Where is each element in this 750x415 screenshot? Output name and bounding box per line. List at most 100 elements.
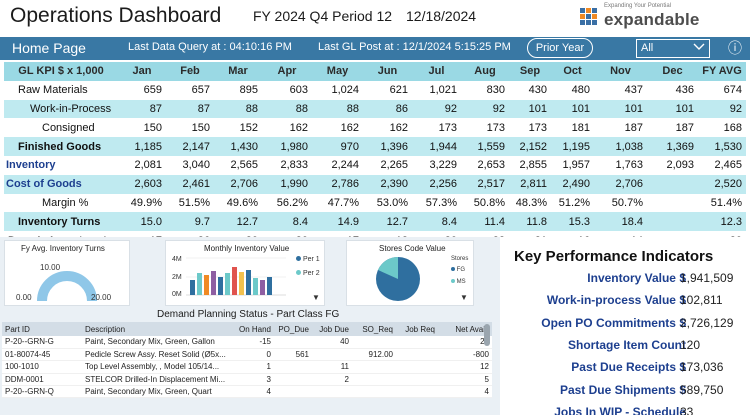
- demand-column-header[interactable]: Job Due: [312, 322, 352, 336]
- demand-cell: Top Level Assembly, , Model 105/14...: [82, 360, 232, 374]
- kpi-cell: 3,040: [182, 159, 210, 172]
- kpi-row-label: Inventory: [6, 159, 56, 172]
- kpi-item-label: Jobs In WIP - Schedule: [554, 405, 686, 415]
- kpi-cell: 1,980: [262, 137, 312, 156]
- demand-column-header[interactable]: SO_Req: [352, 322, 396, 336]
- demand-cell: 12: [438, 360, 492, 374]
- info-icon[interactable]: ⓘ: [728, 40, 742, 56]
- demand-cell: 3: [232, 373, 274, 387]
- kpi-row: Cost of Goods 2,603 2,461 2,706 1,990 2,786 2,…: [4, 174, 746, 194]
- kpi-cell: 1,038: [594, 137, 647, 156]
- y-tick-2m: 2M: [172, 274, 182, 281]
- inventory-turns-gauge-card: Fy Avg. Inventory Turns 10.00 NaN 0.00 2…: [4, 240, 130, 306]
- kpi-panel-title: Key Performance Indicators: [514, 248, 714, 265]
- demand-cell: [352, 385, 396, 399]
- kpi-cell: 168: [723, 121, 742, 134]
- monthly-inventory-chart-card: Monthly Inventory Value 4M 2M 0M Per 1 P…: [165, 240, 325, 306]
- kpi-cell: 11.8: [509, 212, 551, 232]
- gl-kpi-table: GL KPI $ x 1,000 Jan Feb Mar Apr May Jun Jul Aug…: [4, 62, 746, 250]
- kpi-cell: 1,559: [461, 137, 509, 156]
- kpi-cell: 2,706: [214, 174, 262, 194]
- stores-scroll-down-icon[interactable]: ▼: [460, 293, 468, 302]
- kpi-cell: 86: [363, 99, 412, 119]
- table-row[interactable]: 100-1010 Top Level Assembly, , Model 105/…: [2, 360, 492, 374]
- kpi-cell: 1,024: [331, 84, 359, 97]
- kpi-item[interactable]: Open PO Commitments $2,726,129: [500, 314, 750, 334]
- kpi-cell: 480: [571, 84, 590, 97]
- demand-column-header[interactable]: Net Avail.: [438, 322, 492, 336]
- home-page-link[interactable]: Home Page: [12, 40, 86, 56]
- demand-cell: [312, 348, 352, 362]
- kpi-row-label: Raw Materials: [18, 84, 88, 97]
- kpi-column-header: Mar: [214, 62, 262, 81]
- kpi-cell: 1,957: [562, 159, 590, 172]
- kpi-cell: 2,465: [714, 159, 742, 172]
- prior-year-button[interactable]: Prior Year: [527, 38, 593, 58]
- kpi-cell: 1,530: [698, 137, 746, 156]
- demand-column-header[interactable]: PO_Due: [274, 322, 312, 336]
- demand-column-header[interactable]: Part ID: [2, 322, 82, 336]
- kpi-cell: 173: [486, 121, 505, 134]
- kpi-cell: 49.6%: [226, 196, 258, 209]
- demand-column-header[interactable]: Job Req: [396, 322, 438, 336]
- kpi-cell: 3,229: [429, 159, 457, 172]
- last-data-query: Last Data Query at : 04:10:16 PM: [128, 41, 292, 53]
- fiscal-period: FY 2024 Q4 Period 12: [253, 8, 393, 24]
- kpi-item[interactable]: Past Due Shipments $589,750: [500, 381, 750, 401]
- demand-column-header[interactable]: Description: [82, 322, 232, 336]
- demand-cell: [312, 385, 352, 399]
- gauge-min: 0.00: [16, 293, 32, 302]
- kpi-cell: 2,603: [118, 174, 166, 194]
- kpi-column-header: Dec: [647, 62, 698, 81]
- demand-column-header[interactable]: On Hand: [232, 322, 274, 336]
- kpi-cell: 87: [166, 99, 214, 119]
- demand-scrollbar[interactable]: [484, 324, 490, 346]
- kpi-item[interactable]: Work-in-process Value $102,811: [500, 291, 750, 311]
- stores-code-chart-card: Stores Code Value Stores FG MS ▼: [346, 240, 474, 306]
- kpi-cell: 173: [528, 121, 547, 134]
- top-header: Operations Dashboard FY 2024 Q4 Period 1…: [0, 0, 750, 36]
- kpi-cell: 101: [551, 99, 594, 119]
- kpi-cell: 2,093: [666, 159, 694, 172]
- chevron-down-icon: [693, 40, 705, 57]
- kpi-cell: 51.5%: [178, 196, 210, 209]
- legend-scroll-down-icon[interactable]: ▼: [312, 293, 320, 302]
- kpi-cell: 674: [723, 84, 742, 97]
- kpi-item[interactable]: Shortage Item Count 120: [500, 336, 750, 356]
- filter-select[interactable]: All: [636, 39, 710, 58]
- kpi-item-label: Shortage Item Count: [567, 338, 686, 352]
- table-row[interactable]: DDM-0001 STELCOR Drilled-In Displacement …: [2, 373, 492, 387]
- kpi-cell: 48.3%: [515, 196, 547, 209]
- kpi-cell: 2,855: [519, 159, 547, 172]
- kpi-item-label: Past Due Receipts $: [571, 360, 686, 374]
- kpi-item-value: 173,036: [680, 360, 724, 374]
- table-row[interactable]: P-20--GRN-Q Paint, Secondary Mix, Green, …: [2, 385, 492, 399]
- kpi-cell: 2,517: [461, 174, 509, 194]
- kpi-row: Raw Materials 659 657 895 603 1,024 621 1,021 83…: [4, 81, 746, 100]
- kpi-cell: 101: [509, 99, 551, 119]
- kpi-item[interactable]: Jobs In WIP - Schedule 33: [500, 403, 750, 415]
- demand-planning-table: Part ID Description On Hand PO_Due Job Due SO…: [2, 322, 492, 399]
- kpi-row: Work-in-Process 87 87 88 88 88 86 92 92 101 101 101…: [4, 99, 746, 119]
- kpi-cell: 101: [647, 99, 698, 119]
- kpi-cell: 895: [239, 84, 258, 97]
- kpi-cell: 12.3: [698, 212, 746, 232]
- kpi-cell: 181: [571, 121, 590, 134]
- table-row[interactable]: P-20--GRN-G Paint, Secondary Mix, Green, …: [2, 336, 492, 349]
- kpi-item[interactable]: Past Due Receipts $173,036: [500, 358, 750, 378]
- table-row[interactable]: 01-80074-45 Pedicle Screw Assy. Reset Sol…: [2, 348, 492, 362]
- kpi-row-label: Cost of Goods: [4, 174, 118, 194]
- demand-table-title: Demand Planning Status - Part Class FG: [157, 309, 340, 320]
- kpi-cell: 8.4: [412, 212, 461, 232]
- kpi-cell: 162: [389, 121, 408, 134]
- kpi-cell: 2,147: [166, 137, 214, 156]
- demand-cell: [396, 336, 438, 349]
- key-performance-indicators-panel: Key Performance Indicators Inventory Val…: [500, 237, 750, 415]
- kpi-cell: 2,244: [331, 159, 359, 172]
- kpi-item-value: 33: [680, 405, 694, 415]
- kpi-item[interactable]: Inventory Value $1,941,509: [500, 269, 750, 289]
- kpi-cell: [647, 174, 698, 194]
- gauge-arc: [37, 271, 97, 302]
- kpi-cell: 51.2%: [558, 196, 590, 209]
- legend-ms: MS: [451, 279, 466, 285]
